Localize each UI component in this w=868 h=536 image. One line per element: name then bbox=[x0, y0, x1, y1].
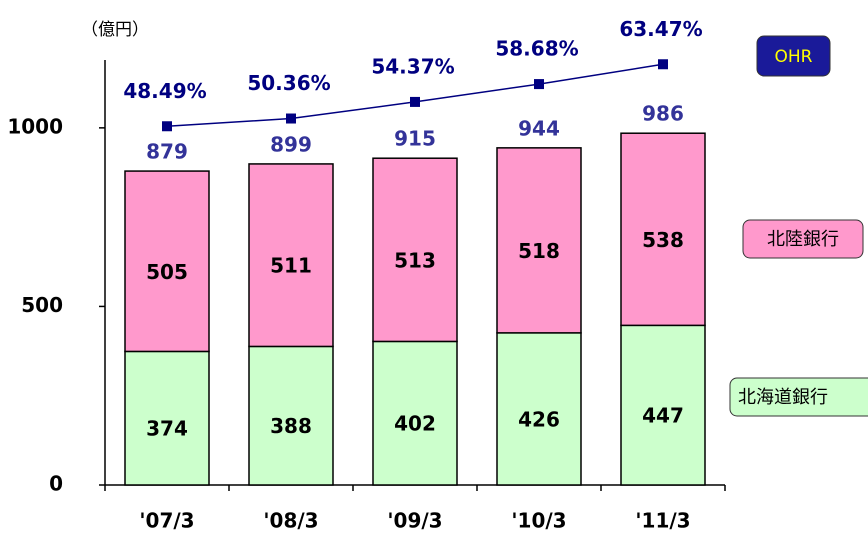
total-label: 944 bbox=[518, 116, 560, 140]
y-tick-label: 500 bbox=[21, 293, 63, 317]
segment-label: 426 bbox=[518, 407, 560, 431]
segment-label: 505 bbox=[146, 260, 188, 284]
ohr-label: 50.36% bbox=[247, 71, 330, 95]
legend-box bbox=[729, 377, 868, 417]
legend-label: 北陸銀行 bbox=[767, 229, 839, 250]
legend-box bbox=[756, 35, 831, 77]
x-tick-label: '08/3 bbox=[263, 509, 318, 533]
bar-segment bbox=[248, 345, 334, 486]
bar-segment bbox=[620, 132, 706, 327]
y-tick-label: 1000 bbox=[7, 114, 63, 138]
ohr-marker bbox=[534, 79, 544, 90]
legend-label: 北海道銀行 bbox=[738, 387, 828, 408]
y-tick-label: 0 bbox=[49, 472, 63, 496]
bar-segment bbox=[372, 157, 458, 343]
x-tick-label: '10/3 bbox=[511, 509, 566, 533]
bar-segment bbox=[620, 324, 706, 486]
x-tick-label: '11/3 bbox=[635, 509, 690, 533]
ohr-marker bbox=[410, 96, 420, 107]
bar-segment bbox=[248, 163, 334, 348]
legend-label: OHR bbox=[775, 47, 813, 67]
bar-segment bbox=[124, 170, 210, 353]
bar-segment bbox=[372, 340, 458, 486]
segment-label: 447 bbox=[642, 404, 684, 428]
ohr-label: 48.49% bbox=[123, 79, 206, 103]
segment-label: 402 bbox=[394, 412, 436, 436]
segment-label: 538 bbox=[642, 228, 684, 252]
x-tick-label: '09/3 bbox=[387, 509, 442, 533]
segment-label: 513 bbox=[394, 248, 436, 272]
total-label: 899 bbox=[270, 132, 312, 156]
ohr-marker bbox=[286, 113, 296, 124]
bar-segment bbox=[496, 147, 582, 334]
ohr-label: 54.37% bbox=[371, 54, 454, 78]
legend-box bbox=[742, 219, 864, 259]
segment-label: 511 bbox=[270, 254, 312, 278]
ohr-label: 63.47% bbox=[619, 17, 702, 41]
ohr-marker bbox=[658, 59, 668, 70]
x-tick-label: '07/3 bbox=[139, 509, 194, 533]
unit-label: （億円） bbox=[81, 20, 149, 40]
segment-label: 374 bbox=[146, 417, 188, 441]
segment-label: 388 bbox=[270, 414, 312, 438]
total-label: 915 bbox=[394, 127, 436, 151]
total-label: 879 bbox=[146, 140, 188, 164]
ohr-label: 58.68% bbox=[495, 37, 578, 61]
bar-segment bbox=[124, 350, 210, 486]
total-label: 986 bbox=[642, 102, 684, 126]
segment-label: 518 bbox=[518, 239, 560, 263]
ohr-marker bbox=[162, 121, 172, 132]
